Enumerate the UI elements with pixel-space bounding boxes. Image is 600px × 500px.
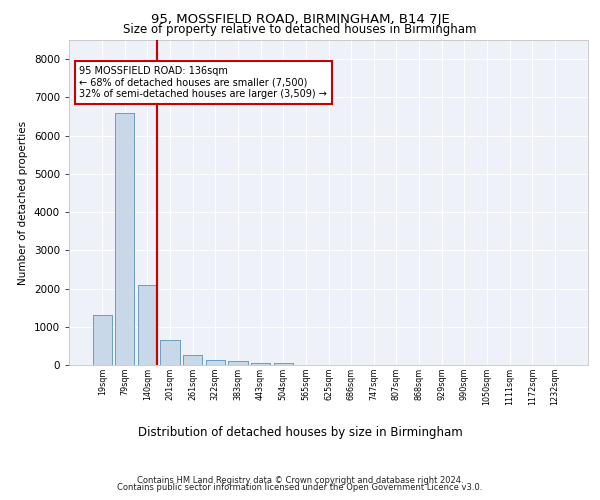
Y-axis label: Number of detached properties: Number of detached properties <box>18 120 28 284</box>
Bar <box>138 284 157 365</box>
Text: Size of property relative to detached houses in Birmingham: Size of property relative to detached ho… <box>123 22 477 36</box>
Bar <box>229 361 248 365</box>
Bar <box>206 360 225 365</box>
Bar <box>92 316 112 365</box>
Bar <box>206 360 225 365</box>
Text: Contains public sector information licensed under the Open Government Licence v3: Contains public sector information licen… <box>118 483 482 492</box>
Bar <box>229 361 248 365</box>
Bar <box>274 362 293 365</box>
Bar <box>274 362 293 365</box>
Text: 95 MOSSFIELD ROAD: 136sqm
← 68% of detached houses are smaller (7,500)
32% of se: 95 MOSSFIELD ROAD: 136sqm ← 68% of detac… <box>79 66 327 99</box>
Bar <box>115 112 134 365</box>
Bar <box>160 340 180 365</box>
Text: 95, MOSSFIELD ROAD, BIRMINGHAM, B14 7JE: 95, MOSSFIELD ROAD, BIRMINGHAM, B14 7JE <box>151 12 449 26</box>
Bar <box>183 356 202 365</box>
Bar <box>183 356 202 365</box>
Bar <box>115 112 134 365</box>
Bar <box>160 340 180 365</box>
Bar <box>92 316 112 365</box>
Bar <box>251 362 270 365</box>
Bar <box>251 362 270 365</box>
Text: Distribution of detached houses by size in Birmingham: Distribution of detached houses by size … <box>137 426 463 439</box>
Text: Contains HM Land Registry data © Crown copyright and database right 2024.: Contains HM Land Registry data © Crown c… <box>137 476 463 485</box>
Bar <box>138 284 157 365</box>
